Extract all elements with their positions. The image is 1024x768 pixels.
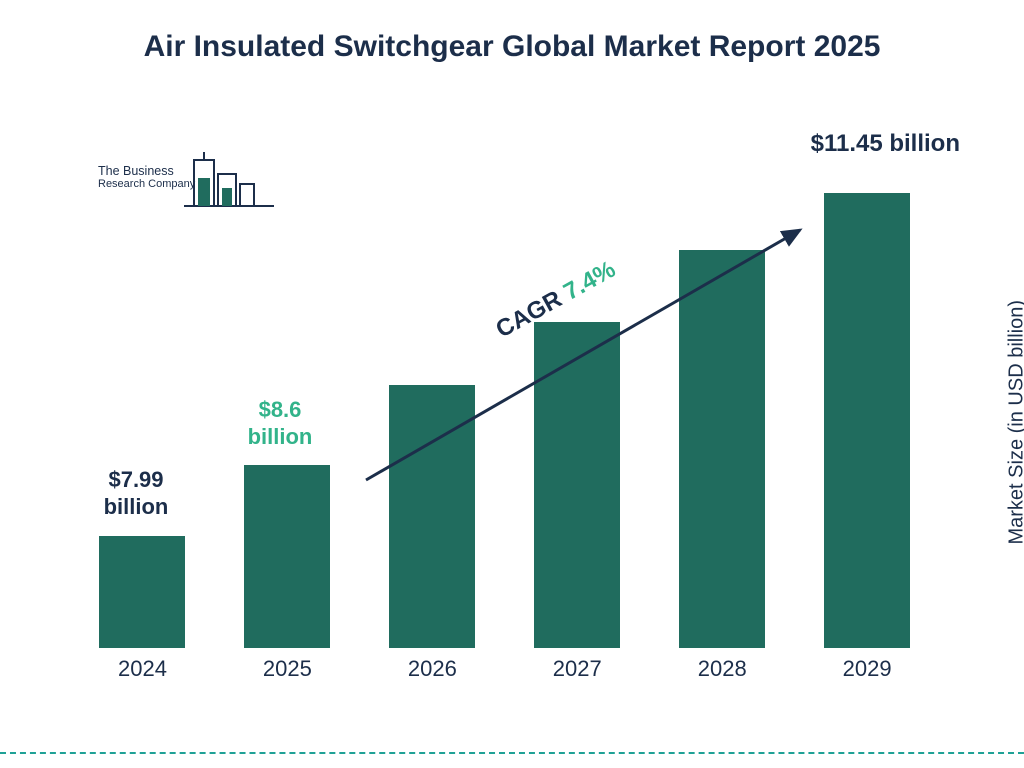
bar-slot-2029 (795, 193, 940, 648)
footer-divider (0, 752, 1024, 754)
bar-slot-2027 (505, 322, 650, 648)
bar-slot-2024 (70, 536, 215, 648)
xlabel-5: 2029 (795, 648, 940, 690)
bar-slot-2025 (215, 465, 360, 648)
xlabel-4: 2028 (650, 648, 795, 690)
xlabel-2: 2026 (360, 648, 505, 690)
xlabel-0: 2024 (70, 648, 215, 690)
bar-2028 (679, 250, 765, 648)
x-axis-labels: 2024 2025 2026 2027 2028 2029 (70, 648, 940, 690)
value-label-2024: $7.99 billion (66, 467, 206, 520)
bar-2029 (824, 193, 910, 648)
bar-2025 (244, 465, 330, 648)
xlabel-3: 2027 (505, 648, 650, 690)
bar-2024 (99, 536, 185, 648)
bars-container (70, 150, 940, 648)
value-label-2025: $8.6 billion (210, 397, 350, 450)
bar-slot-2026 (360, 385, 505, 648)
bar-2026 (389, 385, 475, 648)
bar-2027 (534, 322, 620, 648)
bar-chart: $11.45 billion 2024 2025 2026 2027 2028 … (70, 150, 940, 690)
xlabel-1: 2025 (215, 648, 360, 690)
bar-slot-2028 (650, 250, 795, 648)
chart-title: Air Insulated Switchgear Global Market R… (122, 0, 902, 66)
y-axis-label: Market Size (in USD billion) (1006, 300, 1024, 545)
